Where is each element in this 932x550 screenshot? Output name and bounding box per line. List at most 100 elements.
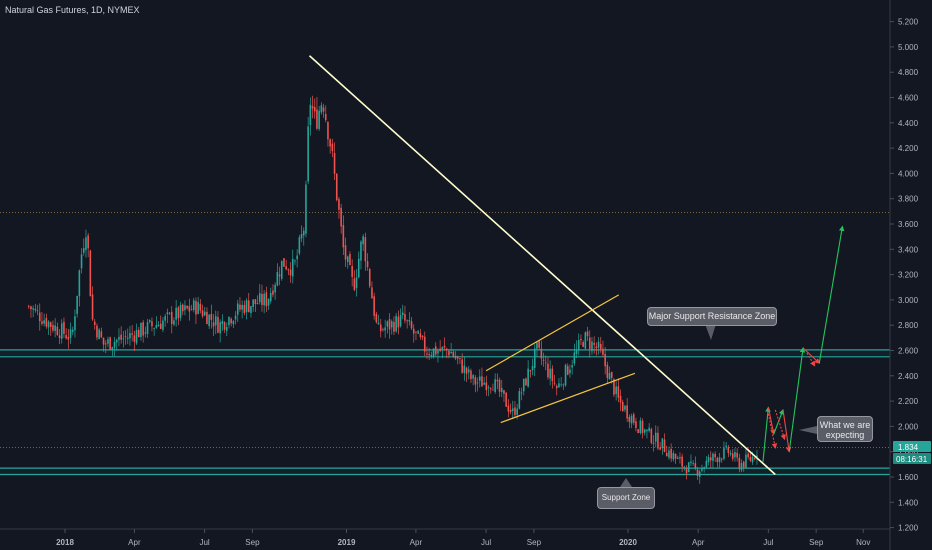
candle (98, 327, 100, 340)
candle-body (500, 388, 503, 393)
candle-body (201, 310, 204, 317)
candle-body (184, 305, 186, 311)
candle (329, 138, 331, 154)
candle-body (225, 327, 228, 331)
candle-body (595, 346, 598, 349)
expecting-callout-pointer (799, 426, 817, 434)
candle-body (740, 463, 743, 471)
candle-body (177, 307, 180, 319)
y-tick-label: 4.200 (898, 144, 919, 153)
candle-body (258, 293, 261, 303)
candle (85, 229, 87, 258)
candle (135, 323, 138, 345)
candle (626, 398, 628, 422)
candle-body (476, 382, 479, 384)
candle (373, 292, 375, 320)
candle (239, 296, 241, 312)
candle (621, 399, 624, 412)
candle-body (694, 463, 697, 468)
candle (740, 459, 743, 473)
candle (322, 103, 325, 118)
y-tick-label: 1.800 (898, 448, 919, 457)
candle-body (390, 321, 393, 328)
candle (274, 282, 276, 300)
zones (0, 349, 890, 476)
candle (410, 316, 413, 330)
trendline (308, 55, 776, 476)
candle (467, 365, 470, 380)
candle-body (679, 457, 681, 459)
candle (206, 307, 208, 325)
candle-body (518, 391, 521, 409)
candle-body (503, 390, 505, 394)
candle (665, 445, 668, 457)
candle (531, 358, 534, 376)
candle (443, 337, 446, 351)
candle (74, 309, 76, 338)
candle (111, 346, 114, 357)
candle (404, 305, 406, 324)
candle-body (720, 458, 723, 460)
candle-body (261, 293, 263, 305)
candle-body (509, 409, 512, 413)
candles[interactable] (27, 95, 758, 484)
projection-pullback-arrow (767, 413, 778, 449)
candle (76, 295, 78, 318)
candle (736, 448, 738, 462)
candle (151, 317, 153, 332)
candle-body (294, 260, 296, 262)
candle-body (157, 324, 160, 327)
candle-body (221, 321, 224, 324)
candle (637, 429, 639, 434)
candle (107, 336, 109, 348)
candle-body (133, 335, 136, 342)
y-tick-label: 2.600 (898, 347, 919, 356)
candle (569, 364, 571, 378)
candle-body (454, 355, 457, 359)
y-tick-label: 5.000 (898, 43, 919, 52)
candle (507, 399, 510, 418)
candle (113, 336, 116, 357)
candle (188, 298, 191, 321)
candle (676, 455, 679, 460)
candle-body (701, 467, 703, 471)
candle (291, 249, 294, 284)
candle-body (368, 268, 371, 287)
candle-body (621, 401, 624, 411)
time-axis[interactable]: 2018 Apr Jul Sep 2019 Apr Jul Sep 2020 Apr Jul Sep N… (56, 529, 870, 547)
candle-body (47, 321, 50, 328)
candle-body (505, 392, 507, 407)
candle-body (175, 307, 177, 320)
candle (353, 270, 356, 292)
candle (461, 353, 463, 374)
candle-body (263, 293, 265, 306)
candle-body (272, 290, 274, 295)
price-axis[interactable]: 5.200 5.000 4.800 4.600 4.400 4.200 4.000 3.800… (890, 18, 919, 533)
candle (657, 426, 659, 451)
candle-body (404, 314, 406, 321)
candle-body (214, 316, 217, 326)
candle (384, 319, 386, 338)
candle (454, 351, 457, 361)
candle-body (562, 384, 565, 386)
candle-body (415, 331, 417, 333)
candle-body (426, 353, 428, 355)
symbol-title[interactable]: Natural Gas Futures, 1D, NYMEX (5, 5, 140, 15)
candle (408, 312, 411, 326)
candle (60, 319, 63, 344)
candle (221, 314, 224, 331)
candle-body (745, 454, 747, 468)
candle-body (269, 293, 272, 302)
candle (663, 433, 666, 453)
candle (452, 349, 455, 358)
candle-body (648, 427, 650, 432)
candle (166, 308, 169, 324)
candle-body (685, 468, 688, 474)
candle (302, 227, 305, 246)
candle-body (674, 453, 677, 459)
candle (738, 453, 741, 473)
candle-body (410, 321, 413, 329)
candle (547, 356, 549, 380)
candle (100, 327, 103, 339)
